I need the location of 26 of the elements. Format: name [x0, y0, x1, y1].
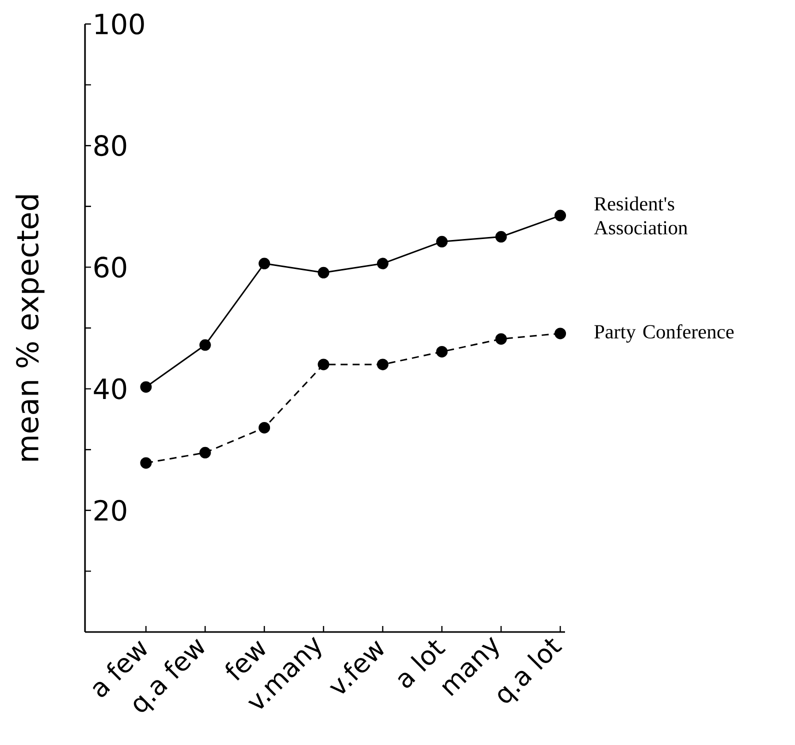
point	[436, 346, 448, 358]
point	[554, 328, 566, 340]
point	[495, 231, 507, 243]
point	[258, 258, 270, 270]
point	[258, 422, 270, 434]
y-tick-label: 20	[94, 500, 126, 521]
point	[199, 339, 211, 351]
point	[140, 381, 152, 393]
series-label: Party Conference	[594, 324, 734, 343]
point	[140, 457, 152, 469]
point	[554, 210, 566, 222]
series-label: Resident's Association	[594, 196, 688, 234]
y-tick-label: 80	[94, 135, 126, 156]
point	[436, 236, 448, 248]
y-axis-title: mean % expected	[16, 195, 44, 461]
y-tick-label: 60	[94, 256, 126, 278]
x-tick-label: q.a lot	[498, 638, 562, 703]
x-tick-label: a few	[92, 640, 147, 697]
point	[199, 446, 211, 458]
y-tick-label: 40	[94, 378, 126, 400]
y-tick-label: 100	[96, 13, 144, 35]
point	[318, 358, 330, 370]
point	[495, 333, 507, 345]
point	[376, 258, 388, 270]
point	[318, 266, 330, 278]
point	[376, 358, 388, 370]
